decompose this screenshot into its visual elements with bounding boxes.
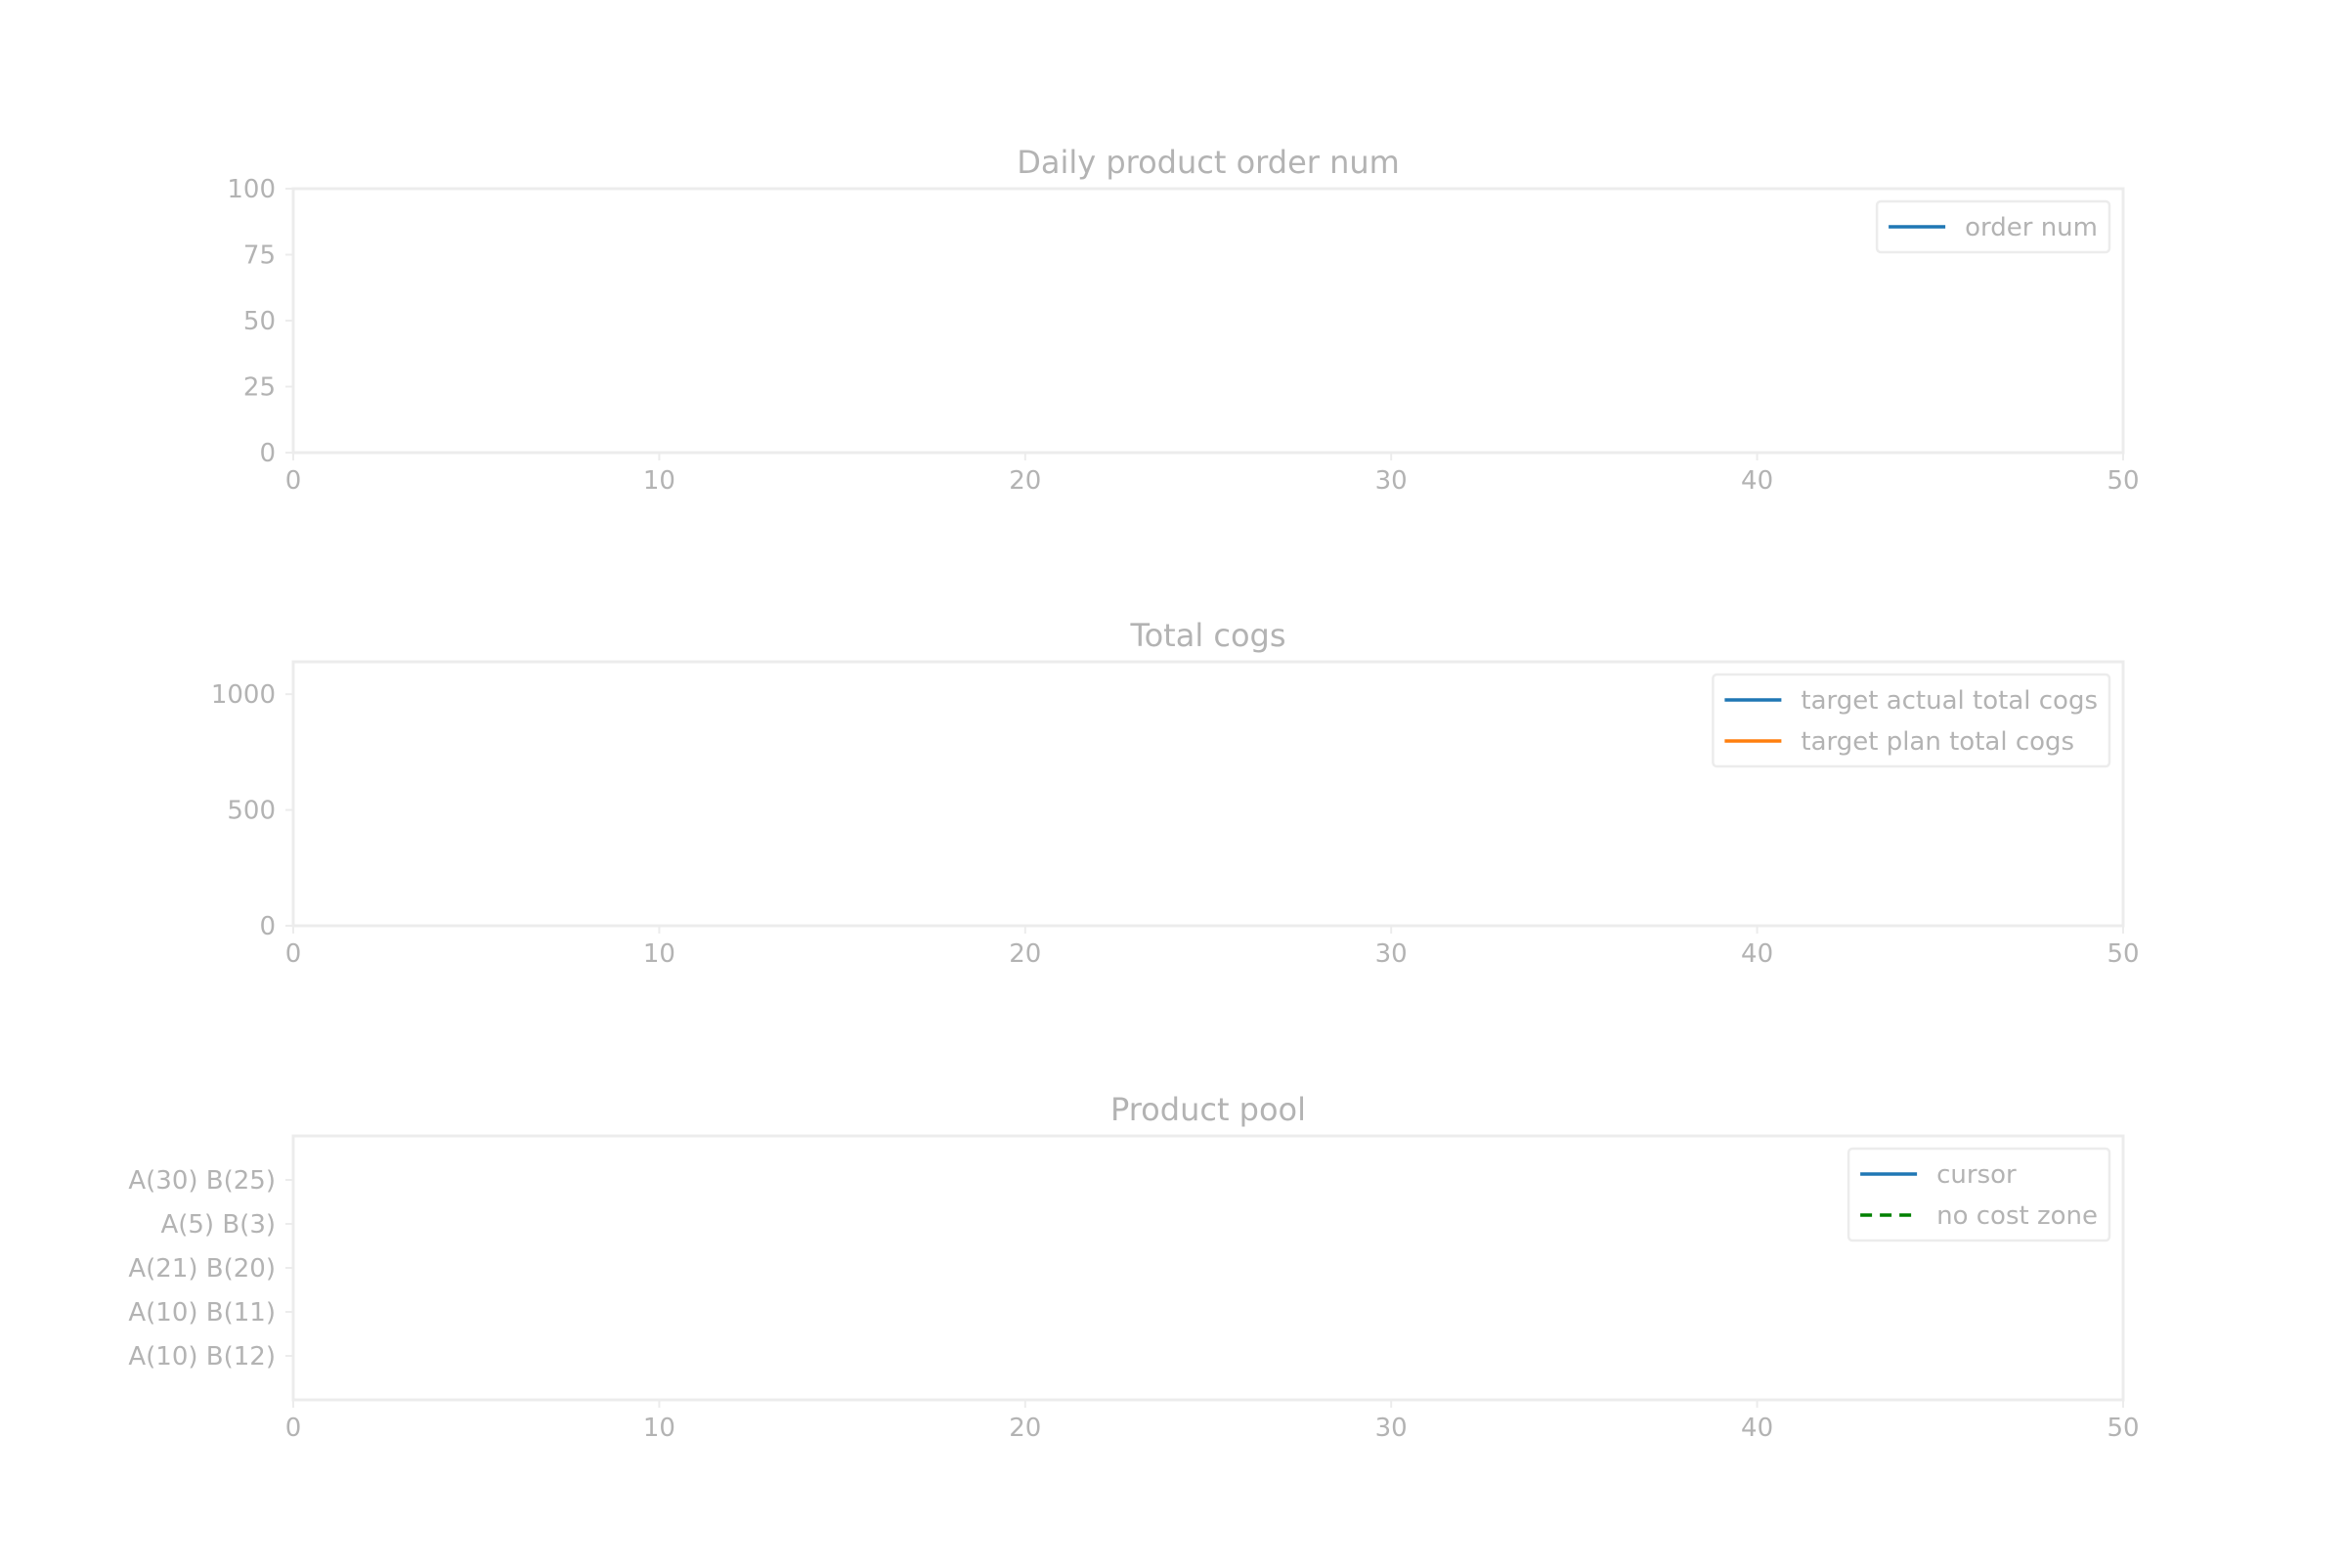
y-tick-label: 50 bbox=[243, 307, 276, 336]
x-tick-label: 20 bbox=[1009, 1414, 1041, 1443]
chart-panel-1: Daily product order num 0 10 20 30 40 50 0 25 50 7… bbox=[227, 144, 2139, 496]
chart-title: Total cogs bbox=[1129, 617, 1285, 654]
plot-frame bbox=[291, 187, 2125, 455]
x-tick-label: 0 bbox=[285, 939, 302, 969]
x-tick-label: 20 bbox=[1009, 939, 1041, 969]
x-tick-label: 20 bbox=[1009, 466, 1041, 496]
y-tick-label: A(30) B(25) bbox=[128, 1166, 276, 1196]
y-tick-label: 0 bbox=[259, 439, 276, 468]
legend-box bbox=[1712, 673, 2111, 768]
x-tick-label: 40 bbox=[1741, 466, 1773, 496]
x-tick-label: 10 bbox=[643, 1414, 675, 1443]
x-tick-label: 30 bbox=[1375, 466, 1408, 496]
x-tick-label: 10 bbox=[643, 466, 675, 496]
x-tick-label: 0 bbox=[285, 1414, 302, 1443]
chart-title: Product pool bbox=[1110, 1091, 1306, 1128]
x-tick-label: 50 bbox=[2107, 466, 2139, 496]
x-tick-label: 50 bbox=[2107, 1414, 2139, 1443]
x-tick-label: 30 bbox=[1375, 1414, 1408, 1443]
x-tick-label: 0 bbox=[285, 466, 302, 496]
y-tick-label: A(21) B(20) bbox=[128, 1254, 276, 1284]
legend: order num bbox=[1875, 199, 2111, 254]
chart-panel-3: Product pool 0 10 20 30 40 50 A(10) B(12) A(10) … bbox=[128, 1091, 2139, 1443]
legend-label: cursor bbox=[1936, 1160, 2017, 1190]
y-tick-label: A(5) B(3) bbox=[160, 1210, 276, 1240]
legend-label: target plan total cogs bbox=[1801, 727, 2074, 757]
x-tick-label: 50 bbox=[2107, 939, 2139, 969]
legend-label: target actual total cogs bbox=[1801, 686, 2098, 716]
x-tick-label: 30 bbox=[1375, 939, 1408, 969]
legend-label: order num bbox=[1965, 213, 2098, 242]
y-tick-label: 500 bbox=[227, 797, 276, 826]
plot-frame bbox=[291, 660, 2125, 928]
legend-box bbox=[1846, 1147, 2111, 1242]
y-tick-label: 75 bbox=[243, 241, 276, 271]
y-tick-label: A(10) B(11) bbox=[128, 1298, 276, 1328]
y-tick-label: 0 bbox=[259, 912, 276, 941]
x-tick-label: 10 bbox=[643, 939, 675, 969]
legend: target actual total cogs target plan tota… bbox=[1712, 673, 2111, 768]
y-tick-label: 25 bbox=[243, 373, 276, 403]
chart-title: Daily product order num bbox=[1017, 144, 1400, 181]
legend: cursor no cost zone bbox=[1846, 1147, 2111, 1242]
y-tick-label: A(10) B(12) bbox=[128, 1342, 276, 1372]
y-tick-label: 1000 bbox=[211, 680, 276, 710]
y-tick-label: 100 bbox=[227, 175, 276, 204]
legend-label: no cost zone bbox=[1936, 1201, 2098, 1231]
x-tick-label: 40 bbox=[1741, 939, 1773, 969]
x-tick-label: 40 bbox=[1741, 1414, 1773, 1443]
legend-box bbox=[1875, 199, 2111, 254]
